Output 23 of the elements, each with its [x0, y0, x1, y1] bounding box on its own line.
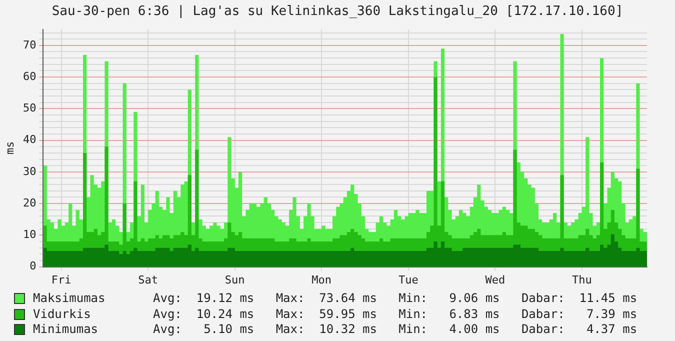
y-tick-label: 0 — [30, 260, 36, 273]
text: Avg: 10.24 ms Max: 59.95 ms Min: 6.83 ms Dabar: 7.39 ms — [153, 306, 638, 322]
x-tick-label: Thu — [572, 273, 592, 286]
text: Avg: 19.12 ms Max: 73.64 ms Min: 9.06 ms Dabar: 11.45 ms — [153, 291, 638, 306]
chart-title: Sau-30-pen 6:36 | Lag'as su Kelininkas_360 Lakstingalu_20 [172.17.10.160] — [50, 4, 624, 19]
y-tick-label: 60 — [22, 70, 36, 83]
text: Avg: 5.10 ms Max: 10.32 ms Min: 4.00 ms Dabar: 4.37 ms — [153, 322, 638, 338]
x-tick-label: Fri — [51, 273, 72, 286]
legend-label: Maksimumas — [33, 291, 106, 306]
x-tick-label: Sun — [224, 273, 245, 286]
x-tick-label: Tue — [398, 273, 418, 286]
y-tick-label: 70 — [22, 38, 36, 52]
legend-label: Minimumas — [33, 322, 100, 338]
y-tick-label: 30 — [22, 164, 36, 178]
y-tick-label: 20 — [22, 196, 36, 210]
x-tick-label: Sat — [138, 273, 158, 286]
y-tick-label: 40 — [22, 133, 36, 146]
legend-label: Vidurkis — [33, 306, 92, 322]
x-tick-label: Wed — [485, 273, 506, 286]
y-tick-label: 10 — [22, 228, 36, 242]
x-tick-label: Mon — [312, 273, 332, 286]
y-tick-label: 50 — [22, 102, 36, 115]
y-axis-title: ms — [4, 140, 16, 154]
